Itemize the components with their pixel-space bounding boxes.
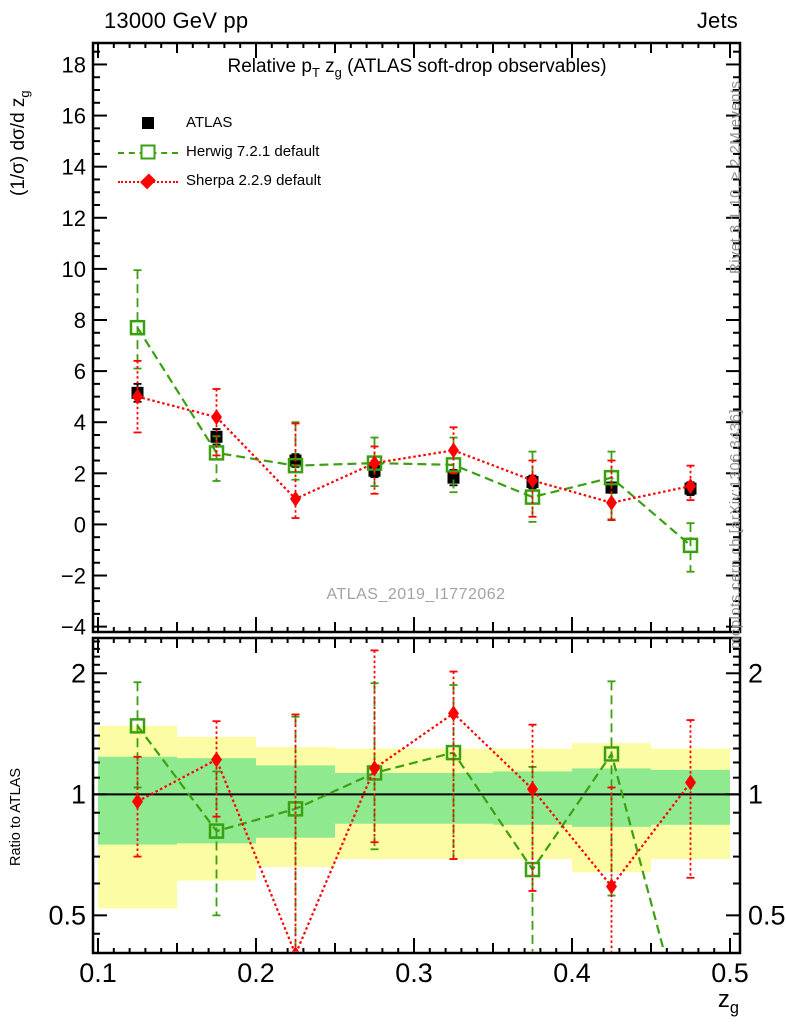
svg-text:18: 18 [62, 52, 86, 77]
main-series-2 [132, 359, 696, 521]
svg-text:−2: −2 [61, 564, 86, 589]
svg-text:10: 10 [62, 257, 86, 282]
svg-text:2: 2 [748, 658, 763, 688]
uncertainty-bands [98, 725, 730, 909]
mcplots-reference-note: mcplots.cern.ch [arXiv:1306.3436] [727, 409, 744, 649]
analysis-id-watermark: ATLAS_2019_I1772062 [326, 586, 506, 603]
legend-item-sherpa: Sherpa 2.2.9 default [116, 166, 321, 195]
analysis-label: Jets [696, 8, 738, 33]
ratio-series-1 [132, 649, 696, 952]
rivet-version-note: Rivet 3.1.10, ≥ 2.2M events [727, 80, 744, 274]
svg-text:0.5: 0.5 [48, 900, 86, 930]
svg-text:16: 16 [62, 104, 86, 129]
svg-text:8: 8 [74, 308, 86, 333]
svg-text:2: 2 [74, 461, 86, 486]
svg-text:0.4: 0.4 [553, 958, 591, 988]
svg-text:4: 4 [74, 410, 86, 435]
legend-item-atlas: ATLAS [116, 108, 321, 137]
svg-text:12: 12 [62, 206, 86, 231]
svg-text:0.5: 0.5 [711, 958, 749, 988]
svg-text:0: 0 [74, 512, 86, 537]
legend-item-herwig: Herwig 7.2.1 default [116, 137, 321, 166]
main-frame [91, 41, 742, 634]
ratio-frame [91, 636, 742, 955]
plot-title: Relative pT zg (ATLAS soft-drop observab… [227, 56, 607, 80]
x-axis-title: zg [717, 986, 739, 1017]
legend: ATLAS Herwig 7.2.1 default Sherpa 2.2.9 … [116, 108, 321, 195]
ratio-series-0 [129, 680, 666, 952]
svg-text:0.3: 0.3 [395, 958, 433, 988]
svg-text:−4: −4 [61, 615, 86, 640]
svg-text:0.2: 0.2 [237, 958, 275, 988]
axis-ticks [93, 43, 740, 953]
atlas-marker-icon [116, 108, 180, 137]
svg-text:2: 2 [71, 658, 86, 688]
sherpa-marker-icon [116, 166, 180, 195]
beam-label: 13000 GeV pp [104, 8, 249, 33]
herwig-marker-icon [116, 137, 180, 166]
svg-text:1: 1 [748, 779, 763, 809]
legend-label: Sherpa 2.2.9 default [186, 172, 322, 189]
legend-label: Herwig 7.2.1 default [186, 143, 320, 160]
ratio-y-axis-title: Ratio to ATLAS [8, 767, 24, 866]
legend-label: ATLAS [186, 114, 233, 131]
svg-text:0.1: 0.1 [79, 958, 117, 988]
svg-text:6: 6 [74, 359, 86, 384]
svg-text:1: 1 [71, 779, 86, 809]
main-y-axis-title: (1/σ) dσ/d zg [8, 90, 32, 196]
svg-text:0.5: 0.5 [748, 900, 786, 930]
svg-text:14: 14 [62, 155, 86, 180]
